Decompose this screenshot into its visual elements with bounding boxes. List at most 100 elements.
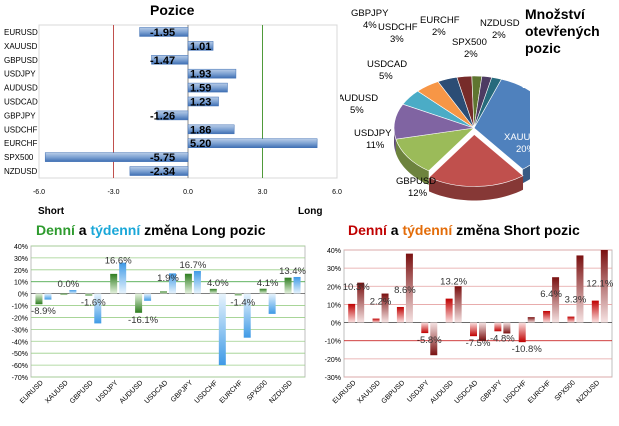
weekly-bar: [44, 293, 52, 300]
daily-bar: [470, 322, 477, 337]
weekly-bar: [169, 273, 176, 294]
y-tick-label: -20%: [325, 357, 341, 364]
data-label: 3.3%: [565, 295, 587, 306]
category-label: USDJPY: [95, 379, 120, 404]
pie-slice-value: 2%: [432, 27, 446, 38]
category-label: SPX500: [4, 153, 34, 162]
daily-bar: [348, 303, 356, 323]
weekly-bar: [268, 293, 276, 314]
x-tick-label: -3.0: [107, 189, 119, 196]
pie-slice-value: 5%: [350, 105, 364, 116]
y-tick-label: -70%: [12, 375, 28, 382]
x-tick-label: 6.0: [332, 189, 342, 196]
value-label: -1.47: [150, 55, 175, 67]
long-changes-chart: 40% 30% 20% 10% 0% -10% -20% -30% -40% -50% -60% -7…: [12, 244, 307, 405]
long-changes-title: Denní a týdenní změna Long pozic: [36, 222, 265, 238]
data-label: 8.6%: [394, 285, 416, 296]
category-label: EURCHF: [527, 379, 553, 405]
value-label: 5.20: [190, 138, 211, 150]
title-and: a: [74, 222, 91, 238]
pie-slice-value: 20%: [516, 144, 530, 155]
y-tick-label: 30%: [327, 266, 341, 273]
weekly-bar: [94, 293, 102, 324]
category-label: EURUSD: [4, 28, 38, 37]
category-label: NZDUSD: [268, 379, 294, 405]
category-label: GBPUSD: [4, 56, 38, 65]
pie-slice-side: [395, 139, 429, 185]
data-label: 4.0%: [207, 278, 229, 289]
y-tick-label: 10%: [327, 302, 341, 309]
title-daily: Denní: [348, 222, 387, 238]
data-label: -4.8%: [490, 333, 515, 344]
y-tick-label: 0%: [331, 321, 341, 328]
category-label: XAUUSD: [44, 379, 70, 405]
category-label: EURCHF: [4, 139, 37, 148]
category-label: GBPJPY: [4, 111, 36, 120]
data-label: -8.9%: [31, 306, 56, 317]
weekly-bar: [193, 271, 201, 294]
category-label: GBPJPY: [170, 379, 195, 404]
pie-slice: [395, 127, 475, 172]
data-label: 2.2%: [370, 297, 392, 308]
data-label: -1.4%: [230, 297, 255, 308]
category-label: SPX500: [554, 379, 577, 402]
y-tick-label: -10%: [12, 304, 28, 311]
position-bar: [44, 152, 189, 162]
title-and: a: [386, 222, 403, 238]
pie-title-line: otevřených: [525, 23, 600, 39]
open-positions-pie: EURUSD34%XAUUSD20%GBPUSD12%USDJPY11%AUDU…: [340, 8, 530, 201]
data-label: -1.6%: [81, 298, 106, 309]
category-label: USDCHF: [194, 379, 220, 405]
pie-slice-value: 2%: [492, 30, 506, 41]
pie-slice-label: GBPUSD: [396, 176, 436, 187]
weekly-bar: [293, 276, 301, 294]
data-label: 6.4%: [540, 289, 562, 300]
positions-title: Pozice: [150, 2, 195, 18]
daily-bar: [184, 273, 192, 294]
short-axis-label: Short: [38, 206, 65, 217]
category-label: XAUUSD: [356, 379, 382, 405]
y-tick-label: -50%: [12, 351, 28, 358]
pie-slice-side: [429, 175, 524, 201]
value-label: -5.75: [150, 152, 175, 164]
pie-slice-side: [522, 165, 530, 184]
data-label: 12.1%: [586, 279, 613, 290]
pie-slice-label: XAUUSD: [504, 132, 530, 143]
pie-slice-label: USDCAD: [367, 59, 407, 70]
category-label: USDJPY: [4, 70, 36, 79]
weekly-bar: [218, 293, 226, 366]
pie-slice-value: 11%: [366, 140, 385, 151]
pie-slice-side: [394, 125, 396, 154]
daily-bar: [284, 277, 292, 294]
pie-slice-label: GBPJPY: [351, 8, 389, 19]
data-label: -5.8%: [417, 335, 442, 346]
data-label: 10.3%: [343, 282, 370, 293]
weekly-bar: [243, 293, 251, 338]
position-bar: [156, 110, 189, 121]
pie-slice-value: 3%: [390, 34, 404, 45]
y-tick-label: 0%: [18, 292, 28, 299]
value-label: 1.23: [190, 97, 211, 109]
category-label: XAUUSD: [4, 42, 38, 51]
daily-bar: [445, 298, 453, 323]
plot-area: [343, 249, 613, 378]
data-label: 1.9%: [157, 273, 179, 284]
category-label: EURUSD: [19, 379, 45, 405]
title-rest: změna Short pozic: [452, 222, 580, 238]
pie-slice: [473, 76, 502, 129]
data-label: 4.1%: [257, 278, 279, 289]
position-bar: [187, 41, 214, 51]
short-changes-title: Denní a týdenní změna Short pozic: [348, 222, 580, 238]
pie-slice-label: EURCHF: [420, 15, 460, 26]
x-tick-label: 3.0: [258, 189, 268, 196]
position-bar: [187, 68, 237, 79]
position-bar: [187, 124, 235, 135]
category-label: GBPJPY: [479, 379, 504, 404]
data-label: 13.2%: [440, 277, 467, 288]
pie-slice-label: USDJPY: [354, 128, 392, 139]
weekly-bar: [119, 262, 127, 294]
y-tick-label: 30%: [14, 256, 28, 263]
category-label: AUDUSD: [4, 84, 38, 93]
x-tick-label: 0.0: [183, 189, 193, 196]
title-weekly: týdenní: [90, 222, 141, 238]
